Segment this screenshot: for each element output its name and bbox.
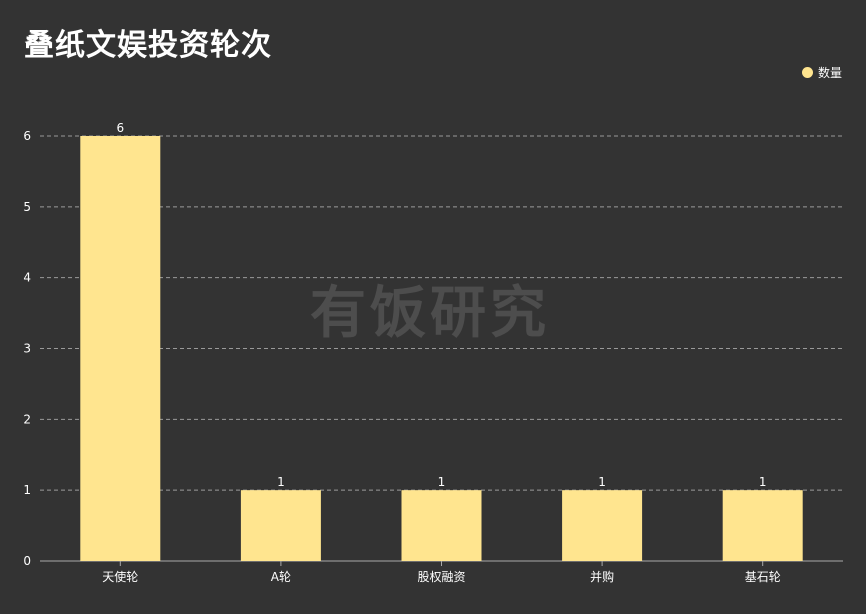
bar-3[interactable] [401, 490, 482, 561]
y-tick-label: 6 [23, 129, 31, 143]
data-label: 1 [438, 475, 446, 489]
bar-4[interactable] [562, 490, 643, 561]
x-tick-label: 天使轮 [102, 569, 138, 584]
chart-title: 叠纸文娱投资轮次 [24, 28, 272, 63]
x-tick-label: 股权融资 [417, 570, 465, 584]
x-tick-label: 基石轮 [745, 570, 781, 584]
data-label: 1 [759, 475, 767, 489]
y-tick-label: 5 [23, 200, 31, 214]
data-label: 1 [598, 475, 606, 489]
x-tick-label: 并购 [590, 569, 614, 584]
bar-2[interactable] [240, 490, 321, 561]
legend[interactable]: 数量 [801, 64, 842, 81]
watermark: 有饭研究 [310, 281, 550, 346]
x-tick-label: A轮 [271, 570, 291, 584]
y-tick-label: 2 [23, 412, 31, 426]
bar-5[interactable] [722, 490, 803, 561]
bar-1[interactable] [80, 136, 161, 561]
data-label: 6 [116, 121, 124, 135]
legend-marker-icon [801, 67, 813, 78]
data-label: 1 [277, 475, 285, 489]
legend-label: 数量 [817, 66, 842, 80]
y-tick-label: 0 [23, 554, 31, 568]
y-tick-label: 1 [23, 483, 31, 497]
y-tick-label: 3 [23, 342, 31, 356]
y-tick-label: 4 [23, 271, 31, 285]
